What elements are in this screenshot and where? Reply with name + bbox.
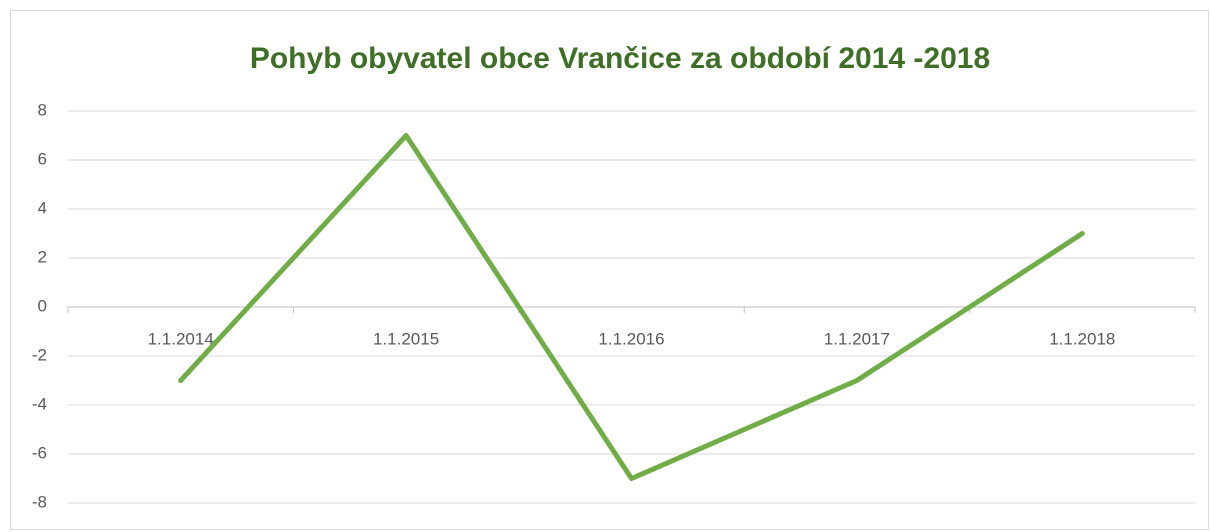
y-tick-label: -4 [32, 394, 47, 413]
x-tick-label: 1.1.2018 [1049, 329, 1115, 348]
y-tick-label: 2 [38, 247, 47, 266]
chart-title: Pohyb obyvatel obce Vrančice za období 2… [250, 42, 990, 75]
y-tick-label: -6 [32, 443, 47, 462]
y-tick-label: 4 [38, 198, 47, 217]
y-tick-label: -8 [32, 492, 47, 511]
x-tick-label: 1.1.2016 [598, 329, 664, 348]
x-tick-label: 1.1.2017 [824, 329, 890, 348]
y-tick-label: 8 [38, 100, 47, 119]
y-tick-label: 0 [38, 296, 47, 315]
y-tick-label: -2 [32, 345, 47, 364]
x-tick-label: 1.1.2014 [148, 329, 214, 348]
x-tick-label: 1.1.2015 [373, 329, 439, 348]
data-line [178, 133, 1085, 481]
y-tick-label: 6 [38, 149, 47, 168]
